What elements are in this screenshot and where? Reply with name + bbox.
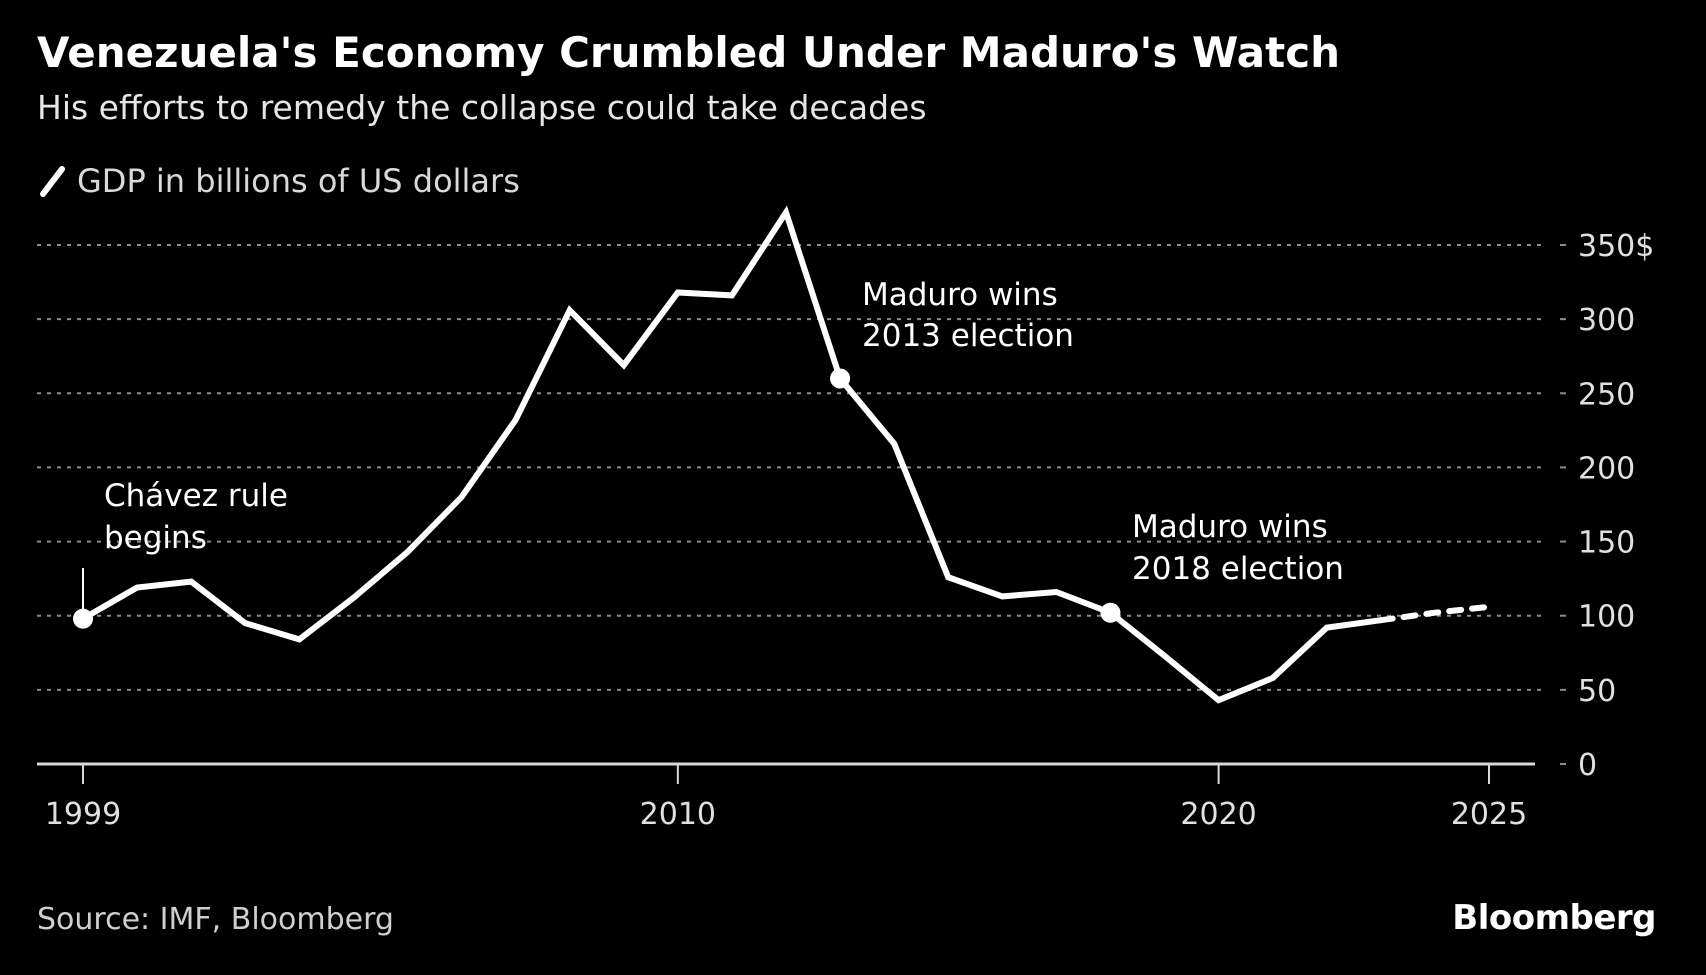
legend: GDP in billions of US dollars <box>37 162 520 200</box>
annotation-marker-2018 <box>1100 602 1121 623</box>
chart-subtitle: His efforts to remedy the collapse could… <box>37 88 927 127</box>
y-tick-label: 350$ <box>1578 229 1654 264</box>
source-note: Source: IMF, Bloomberg <box>37 902 394 937</box>
annotation-text-1999: begins <box>104 520 207 556</box>
annotation-marker-1999 <box>73 608 93 629</box>
line-swatch-icon <box>40 166 65 197</box>
gridlines <box>37 244 1545 691</box>
legend-label: GDP in billions of US dollars <box>77 162 520 200</box>
annotation-marker-2013 <box>830 368 851 389</box>
series <box>80 205 1492 704</box>
y-tick-label: 0 <box>1578 748 1597 783</box>
chart-title: Venezuela's Economy Crumbled Under Madur… <box>37 28 1341 77</box>
x-tick-label: 1999 <box>45 797 121 832</box>
y-tick-label: 300 <box>1578 303 1635 338</box>
annotations: Chávez rule begins Maduro wins 2013 electio… <box>73 277 1344 629</box>
y-tick-label: 150 <box>1578 526 1635 561</box>
annotation-text-2013: 2013 election <box>862 318 1074 354</box>
annotation-text-2013: Maduro wins <box>862 277 1058 313</box>
y-tick-label: 200 <box>1578 451 1635 486</box>
x-tick-label: 2020 <box>1180 797 1256 832</box>
annotation-text-1999: Chávez rule <box>104 478 288 514</box>
y-tick-label: 50 <box>1578 674 1616 709</box>
brand-logo: Bloomberg <box>1452 898 1656 938</box>
y-tick-label: 100 <box>1578 600 1635 635</box>
annotation-text-2018: 2018 election <box>1132 551 1344 587</box>
y-tick-label: 250 <box>1578 377 1635 412</box>
x-axis-ticks: 1999 2010 2020 2025 <box>45 764 1527 832</box>
x-tick-label: 2010 <box>640 797 716 832</box>
annotation-text-2018: Maduro wins <box>1132 509 1328 545</box>
y-axis-ticks: 0 50 100 150 200 250 300 350$ <box>1560 229 1654 783</box>
gdp-line <box>80 205 1384 704</box>
forecast-line <box>1377 603 1492 624</box>
x-tick-label: 2025 <box>1451 797 1527 832</box>
